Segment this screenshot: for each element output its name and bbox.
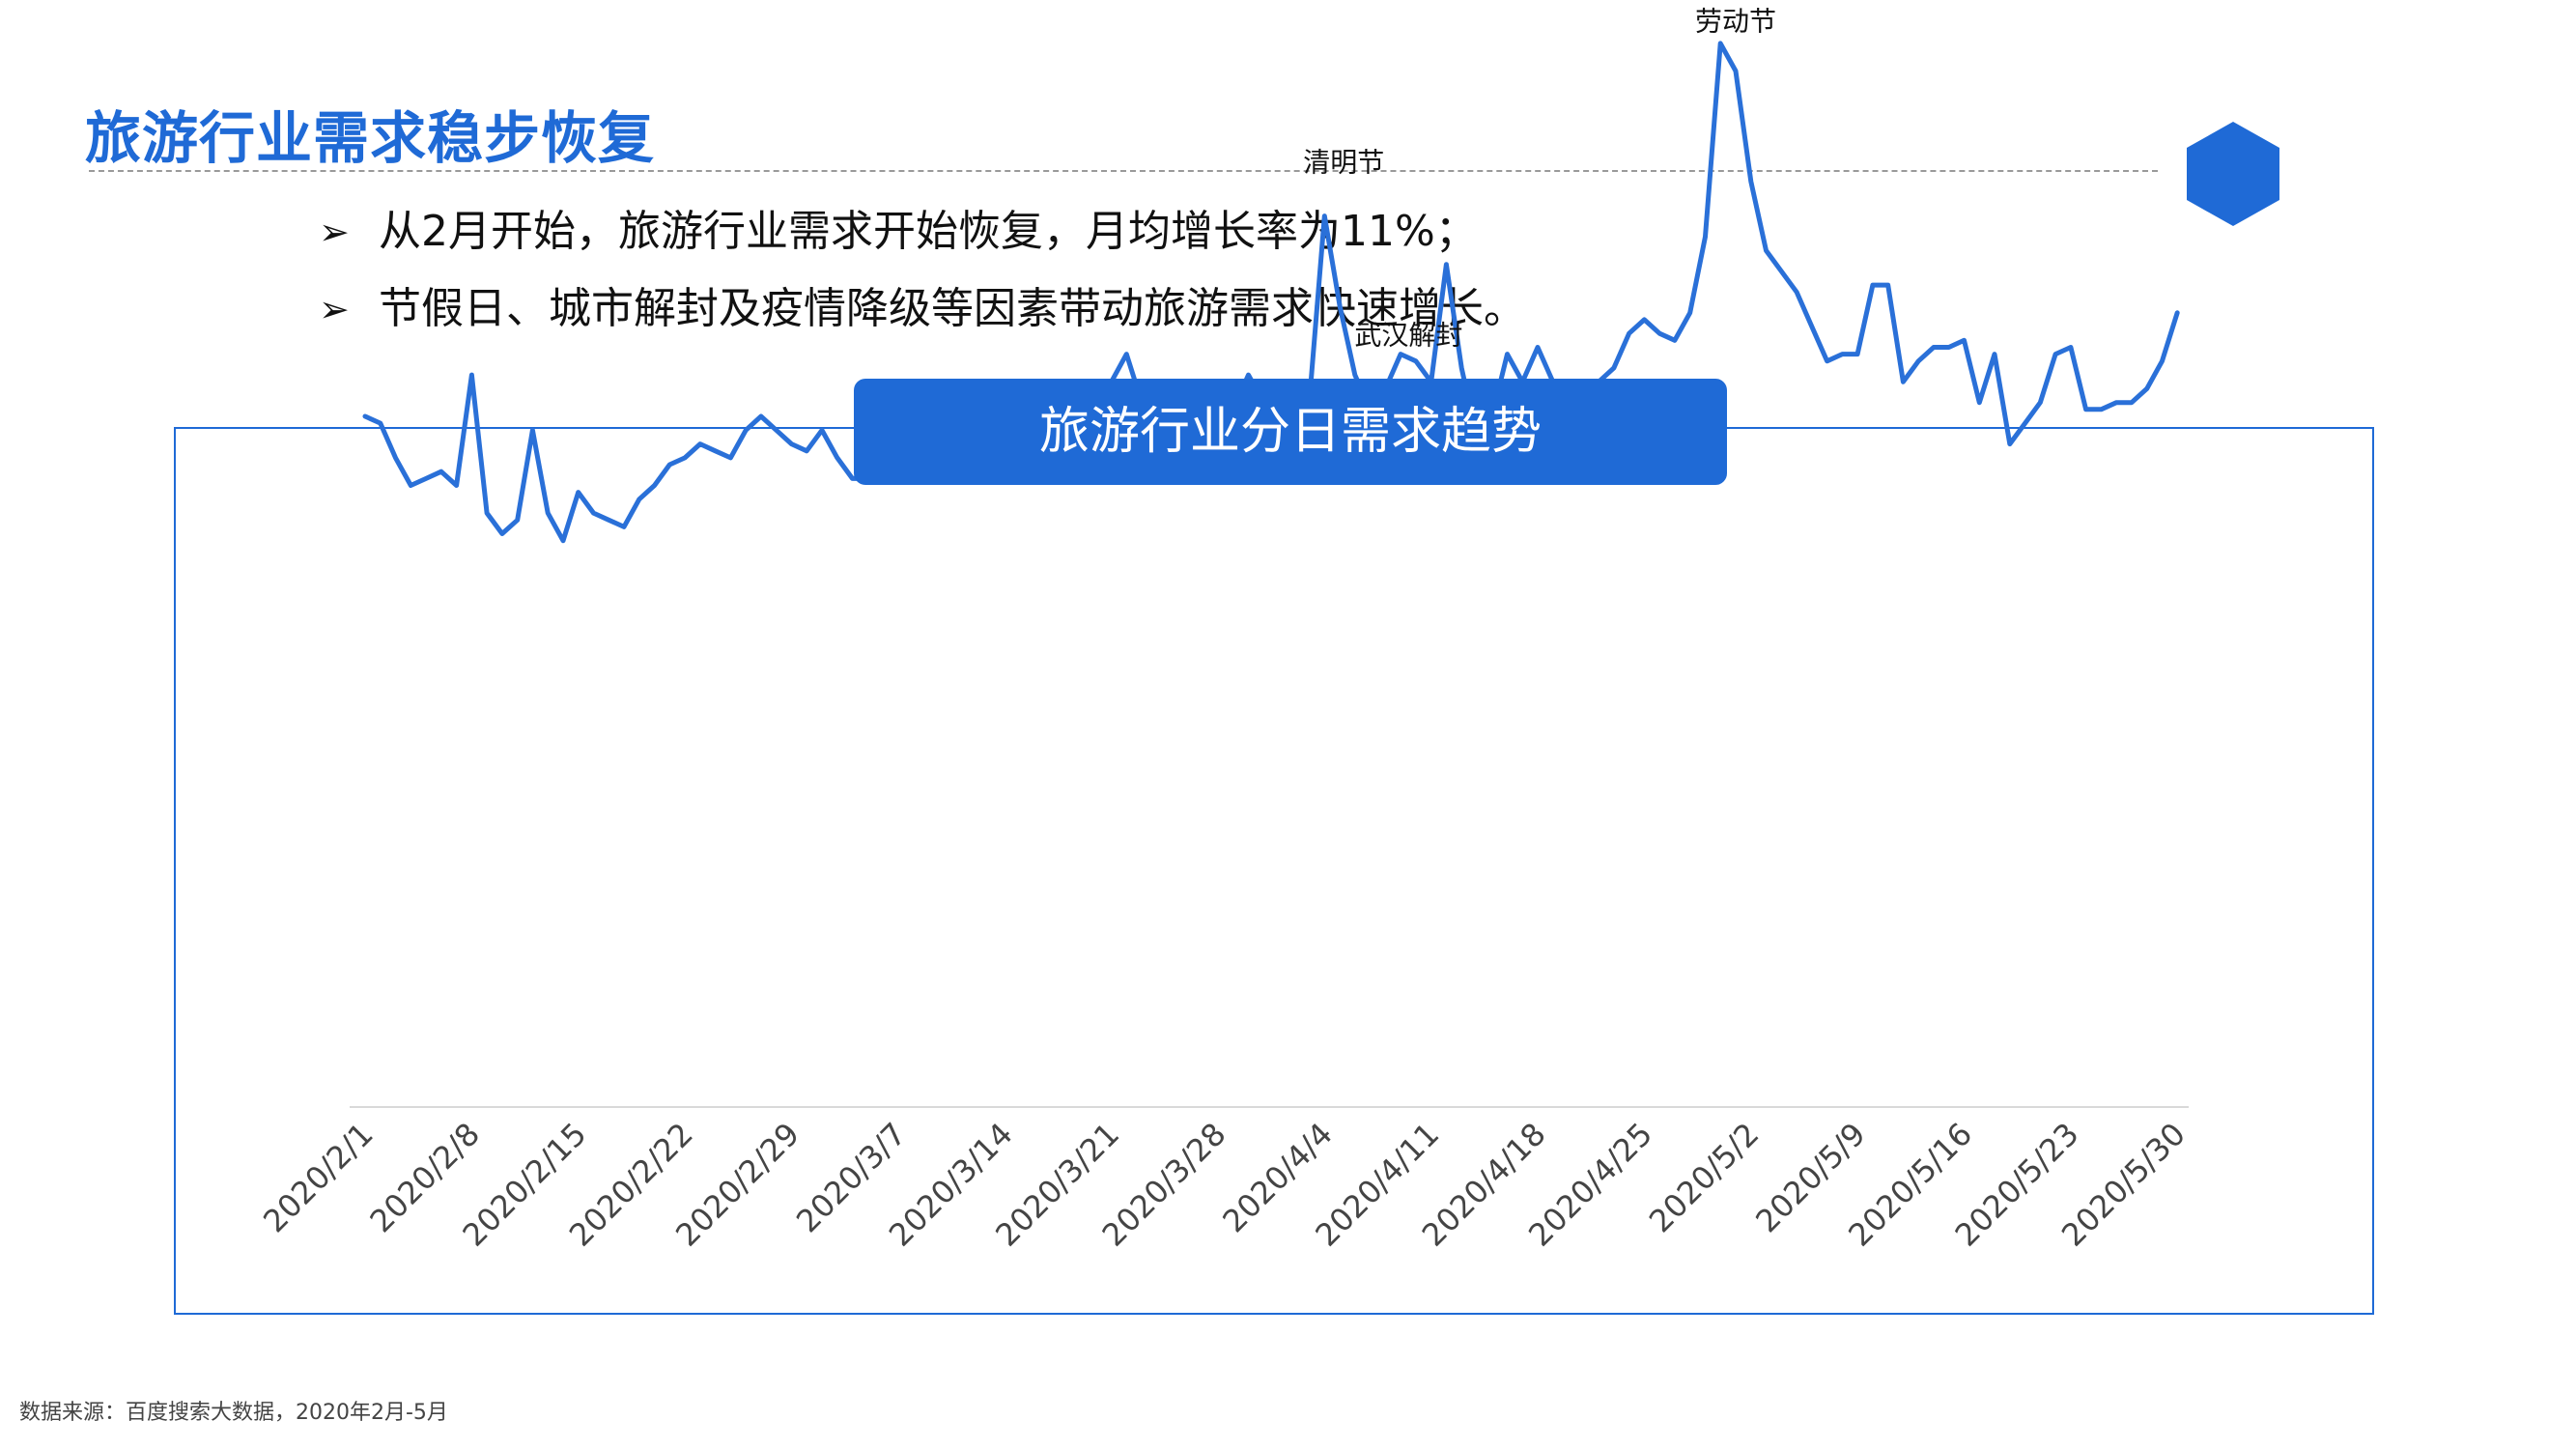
bullet-text: 从2月开始，旅游行业需求开始恢复，月均增长率为11%；: [379, 207, 1478, 256]
chart-title: 旅游行业分日需求趋势: [854, 379, 1727, 485]
arrowhead-icon: ➢: [319, 211, 350, 253]
title-divider: [89, 170, 2158, 172]
annotation-label: 劳动节: [1695, 6, 1776, 38]
page-title: 旅游行业需求稳步恢复: [85, 105, 656, 171]
x-tick-label: 2020/2/1: [256, 1116, 380, 1239]
x-tick-label: 2020/5/2: [1642, 1116, 1766, 1239]
annotation-label: 清明节: [1303, 147, 1384, 179]
bullet-text: 节假日、城市解封及疫情降级等因素带动旅游需求快速增长。: [379, 284, 1526, 333]
data-source-note: 数据来源：百度搜索大数据，2020年2月-5月: [19, 1401, 448, 1425]
arrowhead-icon: ➢: [319, 288, 350, 330]
hexagon-icon: [2187, 122, 2279, 226]
annotation-label: 武汉解封: [1354, 319, 1462, 351]
